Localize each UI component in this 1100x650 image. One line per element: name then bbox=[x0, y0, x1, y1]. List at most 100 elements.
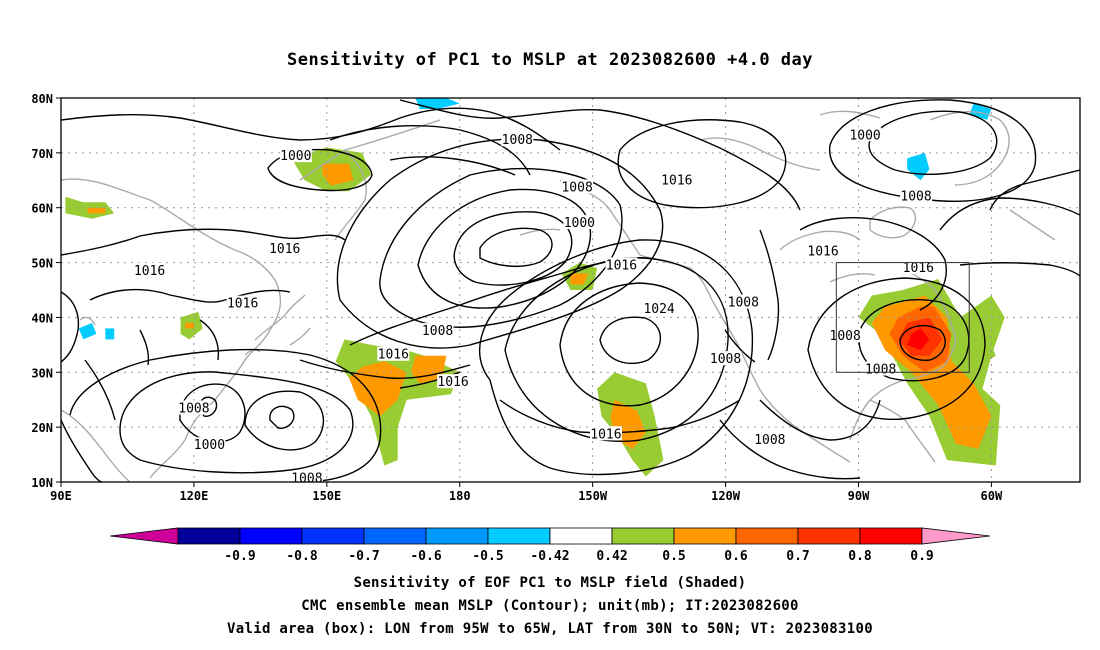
contour-label: 1008 bbox=[710, 352, 741, 367]
colorbar-tick-label: 0.6 bbox=[724, 549, 748, 564]
shaded-region-18 bbox=[982, 344, 996, 362]
contour-label-bg bbox=[177, 400, 210, 415]
contour-label-bg bbox=[902, 260, 935, 275]
lon-label: 60W bbox=[981, 489, 1003, 503]
lat-label: 40N bbox=[31, 311, 53, 325]
contour-label-bg bbox=[268, 240, 301, 255]
colorbar-box bbox=[611, 527, 675, 545]
lon-label: 120W bbox=[711, 489, 741, 503]
colorbar-box bbox=[425, 527, 489, 545]
colorbar-tick-label: -0.5 bbox=[472, 549, 503, 564]
contour-label: 1016 bbox=[807, 245, 838, 260]
contour-label: 1000 bbox=[849, 128, 880, 143]
contour-label: 1016 bbox=[269, 242, 300, 257]
contour-label: 1000 bbox=[194, 438, 225, 453]
contour-label-bg bbox=[753, 431, 786, 446]
lat-label: 60N bbox=[31, 202, 53, 216]
lat-label: 20N bbox=[31, 421, 53, 435]
valid-area-rect bbox=[835, 262, 970, 373]
contour-label: 1008 bbox=[178, 401, 209, 416]
contour-label: 1008 bbox=[865, 363, 896, 378]
sensitivity-shading bbox=[65, 98, 1005, 477]
map-title: Sensitivity of PC1 to MSLP at 2023082600… bbox=[286, 50, 813, 70]
contour-label: 1016 bbox=[227, 297, 258, 312]
colorbar-min-arrow bbox=[109, 527, 179, 545]
colorbar-box bbox=[301, 527, 365, 545]
lat-label: 80N bbox=[31, 92, 53, 106]
lon-label: 150E bbox=[312, 489, 341, 503]
colorbar-tick-label: -0.9 bbox=[224, 549, 255, 564]
coastlines bbox=[61, 110, 1056, 482]
shaded-region-23 bbox=[105, 328, 115, 340]
colorbar-box bbox=[549, 527, 613, 545]
colorbar-box bbox=[859, 527, 923, 545]
lon-label: 120E bbox=[179, 489, 208, 503]
contour-label: 1008 bbox=[900, 190, 931, 205]
colorbar: -0.9 -0.8 -0.7 -0.6 -0.5 -0.42 0.42 0.5 0.6 0.7 0.… bbox=[109, 527, 991, 564]
colorbar-tick-label: -0.42 bbox=[530, 549, 569, 564]
contour-label-bg bbox=[643, 301, 676, 316]
contour-label: 1016 bbox=[590, 427, 621, 442]
colorbar-tick-label: 0.42 bbox=[596, 549, 627, 564]
contour-label: 1000 bbox=[564, 216, 595, 231]
contour-label: 1016 bbox=[661, 173, 692, 188]
contour-label-bg bbox=[727, 294, 760, 309]
colorbar-tick-label: -0.8 bbox=[286, 549, 317, 564]
shaded-region-13 bbox=[570, 273, 589, 285]
graticule bbox=[61, 98, 1080, 482]
contour-label-bg bbox=[807, 243, 840, 258]
contour-label: 1008 bbox=[830, 329, 861, 344]
contour-label-bg bbox=[226, 295, 259, 310]
contour-label: 1016 bbox=[134, 264, 165, 279]
contour-label-bg bbox=[279, 148, 312, 163]
shaded-region-20 bbox=[907, 152, 930, 181]
shaded-region-19 bbox=[415, 98, 460, 109]
colorbar-box bbox=[797, 527, 861, 545]
lon-label: 90W bbox=[848, 489, 870, 503]
contour-label-bg bbox=[421, 323, 454, 338]
contour-label-bg bbox=[501, 132, 534, 147]
contour-label: 1008 bbox=[291, 472, 322, 487]
contour-label-bg bbox=[605, 257, 638, 272]
caption-line-3: Valid area (box): LON from 95W to 65W, L… bbox=[227, 621, 873, 637]
contour-label: 1008 bbox=[422, 324, 453, 339]
contour-label: 1016 bbox=[606, 258, 637, 273]
contour-label: 1016 bbox=[437, 375, 468, 390]
contour-label-bg bbox=[563, 215, 596, 230]
caption-line-2: CMC ensemble mean MSLP (Contour); unit(m… bbox=[301, 598, 799, 614]
lat-label: 10N bbox=[31, 476, 53, 490]
lat-label: 50N bbox=[31, 257, 53, 271]
colorbar-box bbox=[673, 527, 737, 545]
colorbar-tick-label: 0.8 bbox=[848, 549, 872, 564]
contour-label-bg bbox=[829, 328, 862, 343]
shaded-region-11 bbox=[322, 163, 354, 186]
colorbar-tick-label: 0.7 bbox=[786, 549, 809, 564]
mslp-contours bbox=[61, 99, 1080, 482]
contour-label-bg bbox=[193, 437, 226, 452]
contour-labels: 1008 1008 1000 1000 1016 1000 1008 1016 1016 1016… bbox=[133, 127, 935, 487]
contour-label: 1000 bbox=[280, 149, 311, 164]
contour-label-bg bbox=[900, 188, 933, 203]
lon-label: 150W bbox=[578, 489, 608, 503]
colorbar-tick-label: 0.5 bbox=[662, 549, 685, 564]
contour-label-bg bbox=[377, 346, 410, 361]
contour-label: 1016 bbox=[378, 348, 409, 363]
contour-label-bg bbox=[290, 470, 323, 485]
contour-label-bg bbox=[660, 172, 693, 187]
colorbar-tick-label: -0.7 bbox=[348, 549, 379, 564]
contour-label-bg bbox=[561, 179, 594, 194]
colorbar-max-arrow bbox=[921, 527, 991, 545]
contour-label: 1016 bbox=[903, 261, 934, 276]
contour-label-bg bbox=[437, 374, 470, 389]
map-frame bbox=[60, 97, 1081, 483]
colorbar-box bbox=[239, 527, 303, 545]
caption-line-1: Sensitivity of EOF PC1 to MSLP field (Sh… bbox=[353, 575, 747, 591]
colorbar-box bbox=[487, 527, 551, 545]
lon-label: 90E bbox=[50, 489, 72, 503]
colorbar-tick-label: 0.9 bbox=[910, 549, 933, 564]
shaded-region-15 bbox=[87, 207, 106, 214]
colorbar-box bbox=[735, 527, 799, 545]
colorbar-box bbox=[363, 527, 427, 545]
